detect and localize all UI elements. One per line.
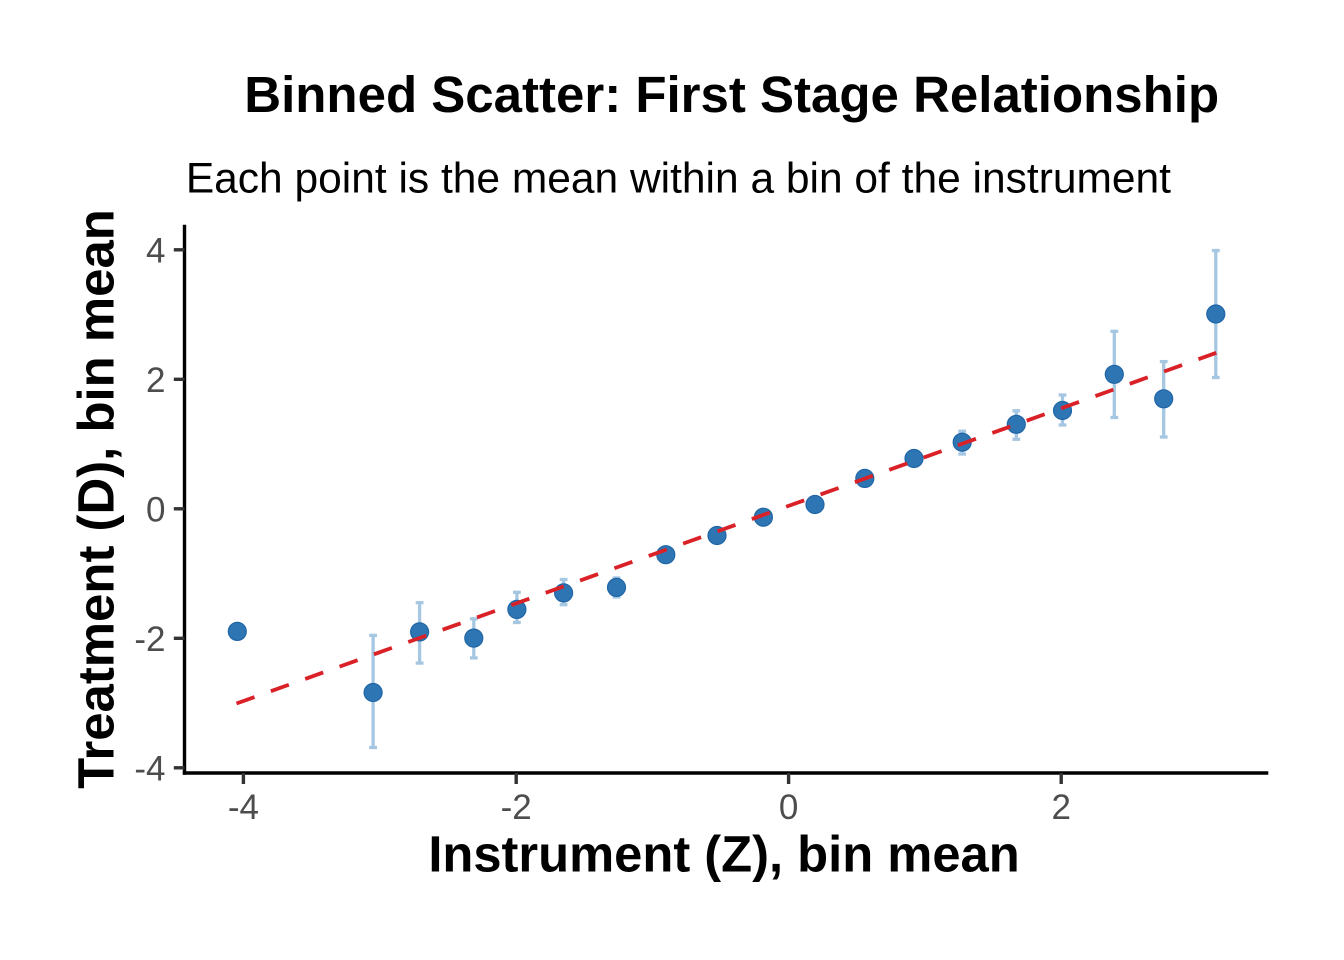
svg-text:Each point is the mean within: Each point is the mean within a bin of t…: [186, 156, 1171, 203]
svg-text:-2: -2: [501, 788, 532, 827]
svg-text:Treatment (D), bin mean: Treatment (D), bin mean: [67, 209, 124, 789]
svg-text:4: 4: [146, 231, 165, 270]
svg-text:-2: -2: [134, 620, 165, 659]
svg-text:2: 2: [146, 361, 165, 400]
svg-text:2: 2: [1051, 788, 1070, 827]
svg-text:Binned Scatter: First Stage Re: Binned Scatter: First Stage Relationship: [244, 66, 1219, 123]
svg-text:-4: -4: [228, 788, 259, 827]
svg-text:0: 0: [779, 788, 798, 827]
svg-text:0: 0: [146, 490, 165, 529]
svg-text:Instrument (Z), bin mean: Instrument (Z), bin mean: [428, 826, 1019, 883]
svg-text:-4: -4: [134, 749, 165, 788]
